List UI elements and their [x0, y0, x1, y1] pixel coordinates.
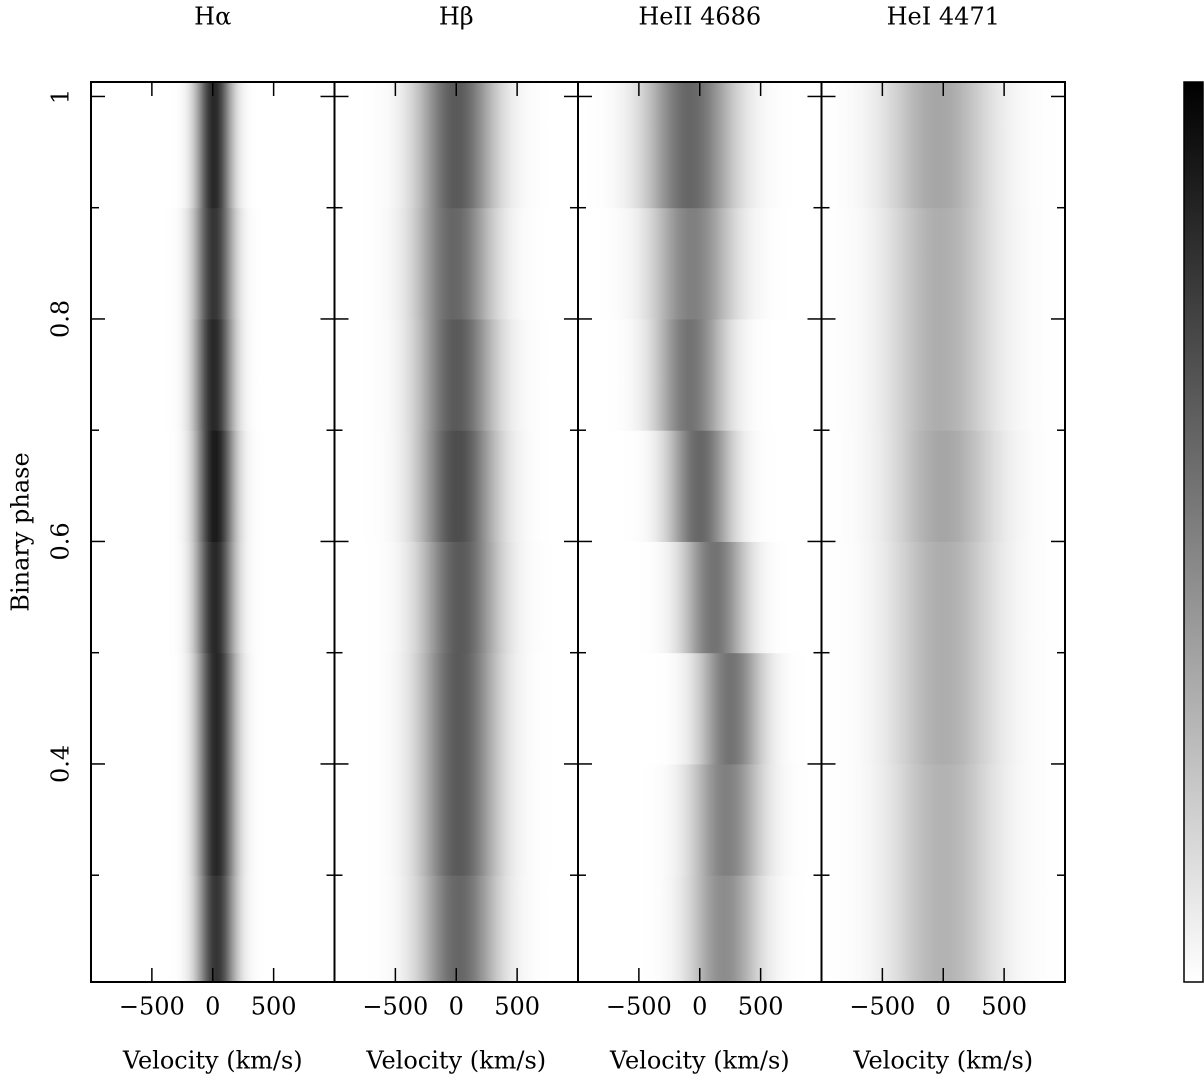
x-tick-label: −500	[119, 993, 185, 1021]
spectrum-row	[821, 541, 1065, 654]
spectrum-row	[821, 82, 1065, 209]
spectrum-row	[91, 82, 335, 209]
x-tick-label: −500	[362, 993, 428, 1021]
spectrum-row	[334, 875, 578, 983]
x-tick-label: 0	[449, 993, 464, 1021]
x-axis-label: Velocity (km/s)	[609, 1047, 790, 1075]
x-tick-label: −500	[849, 993, 915, 1021]
spectrum-row	[91, 763, 335, 876]
spectrum-row	[578, 82, 822, 209]
spectrum-row	[821, 430, 1065, 542]
spectrum-row	[821, 318, 1065, 431]
spectrum-row	[578, 318, 822, 431]
x-tick-label: 0	[692, 993, 707, 1021]
x-tick-label: 0	[936, 993, 951, 1021]
spectrum-row	[91, 207, 335, 320]
x-axis-label: Velocity (km/s)	[365, 1047, 546, 1075]
x-axis-label: Velocity (km/s)	[852, 1047, 1033, 1075]
spectrum-row	[578, 875, 822, 983]
spectrum-row	[334, 541, 578, 654]
spectrum-row	[578, 207, 822, 320]
y-axis-label: Binary phase	[7, 452, 35, 611]
x-axis-label: Velocity (km/s)	[122, 1047, 303, 1075]
x-tick-label: 500	[738, 993, 784, 1021]
spectrum-row	[578, 541, 822, 654]
spectrum-row	[334, 763, 578, 876]
spectrum-row	[821, 652, 1065, 765]
y-tick-label: 0.4	[47, 745, 75, 783]
x-tick-label: 0	[205, 993, 220, 1021]
colorbar	[1183, 81, 1204, 983]
spectrum-row	[91, 541, 335, 654]
x-tick-label: 500	[494, 993, 540, 1021]
spectrum-row	[578, 763, 822, 876]
spectrum-row	[91, 652, 335, 765]
x-tick-label: −500	[606, 993, 672, 1021]
y-tick-label: 0.6	[47, 522, 75, 560]
spectrum-row	[334, 430, 578, 542]
spectrum-row	[334, 207, 578, 320]
spectrum-row	[821, 763, 1065, 876]
panel-title: HeII 4686	[638, 3, 761, 31]
spectrum-row	[821, 875, 1065, 983]
spectrum-row	[578, 430, 822, 542]
panel-title: Hβ	[439, 3, 474, 31]
y-tick-label: 0.8	[47, 300, 75, 338]
spectrum-row	[334, 82, 578, 209]
spectrum-row	[91, 318, 335, 431]
x-tick-label: 500	[981, 993, 1027, 1021]
spectrum-row	[334, 318, 578, 431]
spectrum-row	[91, 875, 335, 983]
spectrum-row	[91, 430, 335, 542]
panel-title: Hα	[194, 3, 231, 31]
spectrum-row	[334, 652, 578, 765]
panel-title: HeI 4471	[887, 3, 1000, 31]
x-tick-label: 500	[251, 993, 297, 1021]
y-tick-label: 1	[47, 89, 75, 104]
spectrum-row	[578, 652, 822, 765]
spectrum-row	[821, 207, 1065, 320]
